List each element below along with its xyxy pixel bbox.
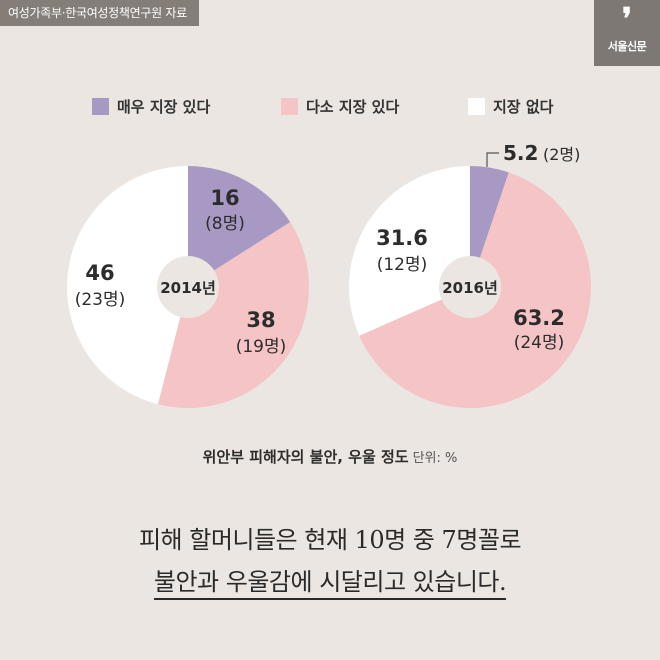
donut-2016-value-none: 31.6 xyxy=(376,226,428,250)
donut-2016-center-label: 2016년 xyxy=(442,279,498,297)
donut-2014-slice-none xyxy=(67,165,188,405)
message-line-1: 피해 할머니들은 현재 10명 중 7명꼴로 xyxy=(138,526,522,554)
legend-label-very: 매우 지장 있다 xyxy=(117,98,211,116)
brand-name: 서울신문 xyxy=(607,40,647,53)
donut-2014-value-none: 46 xyxy=(85,261,114,285)
legend-item-very: 매우 지장 있다 xyxy=(92,96,210,117)
brand-mark-icon: ❜ xyxy=(622,2,632,37)
donut-2016-slice-very xyxy=(470,166,509,287)
donut-2016-value-some: 63.2 xyxy=(513,306,565,330)
donut-2016-count-some: (24명) xyxy=(514,333,565,353)
message-line-2-text: 불안과 우울감에 시달리고 있습니다. xyxy=(153,568,507,600)
donut-2014-hole xyxy=(157,256,219,318)
chart-unit: 단위: % xyxy=(412,451,458,466)
donut-2014-slice-very xyxy=(188,166,291,287)
donut-2014-count-very: (8명) xyxy=(205,214,245,234)
donut-2014-count-some: (19명) xyxy=(236,337,287,357)
donut-2016-count-none: (12명) xyxy=(377,255,428,275)
donut-2014-value-some: 38 xyxy=(246,308,275,332)
donut-2016-callout-line xyxy=(486,152,499,167)
donut-2014-center-label: 2014년 xyxy=(160,279,216,297)
donut-2014-count-none: (23명) xyxy=(75,290,126,310)
donut-2016-hole xyxy=(439,256,501,318)
legend-swatch-some xyxy=(281,98,298,115)
donut-2014-value-very: 16 xyxy=(210,186,239,210)
chart-caption: 위안부 피해자의 불안, 우울 정도 단위: % xyxy=(0,446,660,467)
legend-swatch-none xyxy=(468,98,485,115)
donut-2016-value-very: 5.2 xyxy=(503,141,538,165)
donut-2016-count-very: (2명) xyxy=(543,145,580,164)
legend: 매우 지장 있다 다소 지장 있다 지장 없다 xyxy=(0,96,660,120)
message-line-2: 불안과 우울감에 시달리고 있습니다. xyxy=(0,562,660,600)
donut-2014-slice-some xyxy=(157,222,309,408)
legend-label-none: 지장 없다 xyxy=(493,98,554,116)
legend-swatch-very xyxy=(92,98,109,115)
legend-item-none: 지장 없다 xyxy=(468,96,553,117)
legend-label-some: 다소 지장 있다 xyxy=(306,98,400,116)
chart-caption-title: 위안부 피해자의 불안, 우울 정도 xyxy=(202,448,409,466)
source-label: 여성가족부·한국여성정책연구원 자료 xyxy=(0,0,199,26)
brand-logo: ❜ 서울신문 xyxy=(594,0,660,66)
legend-item-some: 다소 지장 있다 xyxy=(281,96,399,117)
